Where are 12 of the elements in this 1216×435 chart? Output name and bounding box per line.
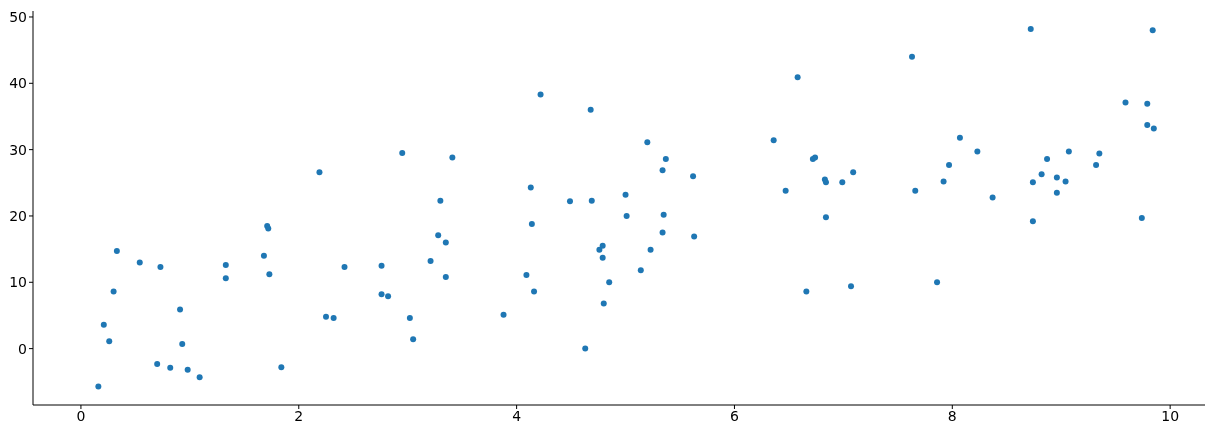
x-tick-label: 0	[76, 407, 86, 424]
y-tick-label: 0	[18, 340, 27, 357]
y-tick-label: 20	[9, 207, 27, 224]
y-tick-label: 50	[9, 8, 27, 25]
x-tick-label: 10	[1161, 407, 1180, 424]
y-tick-label: 40	[9, 75, 27, 92]
x-tick-label: 4	[512, 407, 522, 424]
x-tick-label: 2	[294, 407, 304, 424]
y-tick-label: 10	[9, 274, 27, 291]
y-tick-label: 30	[9, 141, 27, 158]
x-tick-label: 6	[730, 407, 739, 424]
x-tick-label: 8	[947, 407, 957, 424]
